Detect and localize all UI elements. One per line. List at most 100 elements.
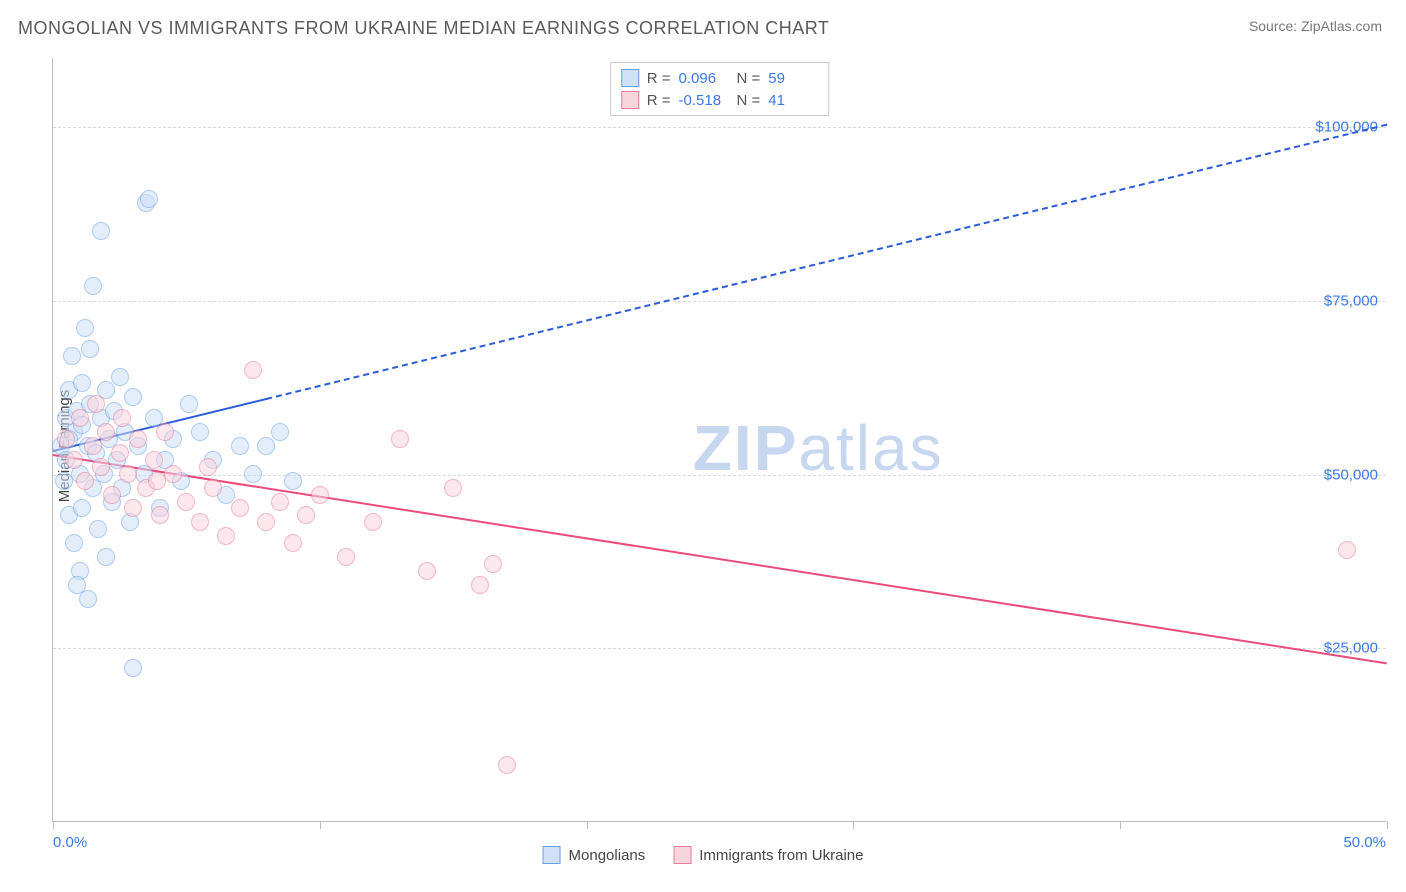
data-point xyxy=(418,562,436,580)
data-point xyxy=(244,465,262,483)
series-legend: Mongolians Immigrants from Ukraine xyxy=(543,846,864,864)
x-tick xyxy=(1120,821,1121,829)
data-point xyxy=(231,437,249,455)
trend-line xyxy=(266,124,1387,400)
data-point xyxy=(129,430,147,448)
scatter-chart: ZIPatlas R =0.096N =59R =-0.518N =41 $25… xyxy=(52,58,1386,822)
data-point xyxy=(284,534,302,552)
data-point xyxy=(84,437,102,455)
n-value: 41 xyxy=(768,92,818,109)
data-point xyxy=(84,277,102,295)
data-point xyxy=(124,659,142,677)
legend-item: Mongolians xyxy=(543,846,646,864)
data-point xyxy=(1338,541,1356,559)
data-point xyxy=(119,465,137,483)
series-swatch xyxy=(621,91,639,109)
data-point xyxy=(151,506,169,524)
data-point xyxy=(92,222,110,240)
series-swatch xyxy=(621,69,639,87)
stat-label: R = xyxy=(647,70,671,87)
source-attribution: Source: ZipAtlas.com xyxy=(1249,18,1382,34)
data-point xyxy=(68,576,86,594)
x-tick xyxy=(1387,821,1388,829)
x-tick-label: 50.0% xyxy=(1343,834,1386,851)
data-point xyxy=(244,361,262,379)
data-point xyxy=(444,479,462,497)
series-swatch xyxy=(673,846,691,864)
data-point xyxy=(73,374,91,392)
data-point xyxy=(145,451,163,469)
data-point xyxy=(111,368,129,386)
data-point xyxy=(103,486,121,504)
data-point xyxy=(177,493,195,511)
x-tick xyxy=(53,821,54,829)
data-point xyxy=(111,444,129,462)
data-point xyxy=(156,423,174,441)
chart-title: MONGOLIAN VS IMMIGRANTS FROM UKRAINE MED… xyxy=(18,18,829,39)
x-tick xyxy=(587,821,588,829)
data-point xyxy=(199,458,217,476)
data-point xyxy=(204,479,222,497)
data-point xyxy=(364,513,382,531)
data-point xyxy=(191,423,209,441)
stat-label: N = xyxy=(737,92,761,109)
correlation-stats-box: R = 0.096 N = 59 R = -0.518 N = 41 xyxy=(610,62,830,116)
data-point xyxy=(92,458,110,476)
trend-line xyxy=(53,454,1387,664)
legend-label: Immigrants from Ukraine xyxy=(699,847,863,864)
data-point xyxy=(231,499,249,517)
gridline xyxy=(53,127,1386,128)
data-point xyxy=(89,520,107,538)
data-point xyxy=(57,430,75,448)
data-point xyxy=(297,506,315,524)
gridline xyxy=(53,648,1386,649)
r-value: 0.096 xyxy=(679,70,729,87)
stat-label: N = xyxy=(737,70,761,87)
y-tick-label: $75,000 xyxy=(1324,293,1378,310)
data-point xyxy=(63,347,81,365)
data-point xyxy=(498,756,516,774)
stat-label: R = xyxy=(647,92,671,109)
n-value: 59 xyxy=(768,70,818,87)
data-point xyxy=(97,423,115,441)
data-point xyxy=(271,493,289,511)
data-point xyxy=(97,548,115,566)
data-point xyxy=(113,409,131,427)
data-point xyxy=(311,486,329,504)
gridline xyxy=(53,301,1386,302)
series-swatch xyxy=(543,846,561,864)
data-point xyxy=(271,423,289,441)
data-point xyxy=(76,319,94,337)
x-tick xyxy=(320,821,321,829)
data-point xyxy=(140,190,158,208)
y-tick-label: $50,000 xyxy=(1324,466,1378,483)
data-point xyxy=(164,465,182,483)
data-point xyxy=(65,451,83,469)
legend-label: Mongolians xyxy=(569,847,646,864)
data-point xyxy=(284,472,302,490)
data-point xyxy=(391,430,409,448)
data-point xyxy=(71,409,89,427)
data-point xyxy=(124,499,142,517)
x-tick xyxy=(853,821,854,829)
r-value: -0.518 xyxy=(679,92,729,109)
data-point xyxy=(76,472,94,490)
data-point xyxy=(217,527,235,545)
data-point xyxy=(124,388,142,406)
data-point xyxy=(257,513,275,531)
legend-item: Immigrants from Ukraine xyxy=(673,846,863,864)
stats-row: R = 0.096 N = 59 xyxy=(621,67,819,89)
data-point xyxy=(148,472,166,490)
data-point xyxy=(484,555,502,573)
x-tick-label: 0.0% xyxy=(53,834,87,851)
data-point xyxy=(87,395,105,413)
data-point xyxy=(471,576,489,594)
data-point xyxy=(73,499,91,517)
stats-row: R = -0.518 N = 41 xyxy=(621,89,819,111)
data-point xyxy=(180,395,198,413)
data-point xyxy=(337,548,355,566)
data-point xyxy=(81,340,99,358)
data-point xyxy=(65,534,83,552)
data-point xyxy=(257,437,275,455)
data-point xyxy=(191,513,209,531)
